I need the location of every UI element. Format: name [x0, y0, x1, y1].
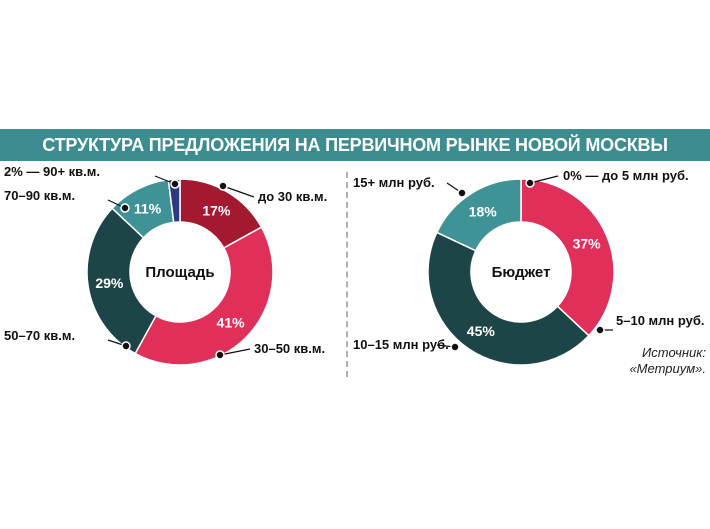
chart2-segment-4	[435, 178, 522, 252]
chart1-category-label-1: до 30 кв.м.	[258, 189, 327, 204]
chart1-category-label-2: 30–50 кв.м.	[254, 341, 325, 356]
chart2-callout-dot-3	[450, 342, 460, 352]
chart1-category-label-5: 2% — 90+ кв.м.	[4, 164, 100, 179]
chart2-callout-dot-4	[457, 188, 467, 198]
title-banner	[0, 129, 710, 161]
source-note-line-1: Источник:	[642, 345, 706, 360]
chart1-segment-2-value: 41%	[217, 315, 246, 331]
chart1-segment-3-value: 29%	[95, 275, 124, 291]
chart1-category-label-4: 70–90 кв.м.	[4, 188, 75, 203]
chart2-category-label-4: 15+ млн руб.	[353, 175, 435, 190]
chart1-callout-line-1	[222, 185, 255, 198]
chart2-category-label-1: 0% — до 5 млн руб.	[563, 168, 689, 183]
chart1-segment-1-value: 17%	[202, 202, 231, 218]
chart1-callout-dot-2	[215, 350, 225, 360]
chart1-callout-line-2	[219, 348, 251, 356]
source-note-line-2: «Метриум».	[629, 361, 706, 376]
panel-divider	[346, 172, 348, 377]
chart1-callout-dot-4	[120, 203, 130, 213]
chart1-callout-dot-5	[170, 179, 180, 189]
chart1-segment-5	[167, 178, 181, 224]
chart1-segment-3	[86, 207, 157, 355]
chart1-callout-dot-1	[218, 181, 228, 191]
chart1-segment-4-value: 11%	[134, 200, 162, 216]
chart1-segment-2	[134, 226, 274, 366]
chart2-center-label: Бюджет	[492, 264, 551, 281]
chart2-category-label-2: 5–10 млн руб.	[616, 313, 705, 328]
chart1-category-label-3: 50–70 кв.м.	[4, 328, 75, 343]
chart2-segment-3-value: 45%	[467, 323, 496, 339]
chart2-segment-4-value: 18%	[469, 204, 498, 220]
chart2-category-label-3: 10–15 млн руб.	[353, 337, 449, 352]
chart2-segment-2	[520, 178, 615, 337]
chart2-callout-dot-2	[595, 325, 605, 335]
chart2-callout-dot-1	[525, 178, 535, 188]
chart-title: СТРУКТУРА ПРЕДЛОЖЕНИЯ НА ПЕРВИЧНОМ РЫНКЕ…	[42, 135, 668, 155]
chart1-center-label: Площадь	[145, 264, 214, 281]
chart1-callout-dot-3	[121, 341, 131, 351]
chart2-segment-3	[427, 231, 590, 366]
chart2-callout-line-1	[529, 175, 559, 184]
chart2-segment-2-value: 37%	[573, 236, 602, 252]
